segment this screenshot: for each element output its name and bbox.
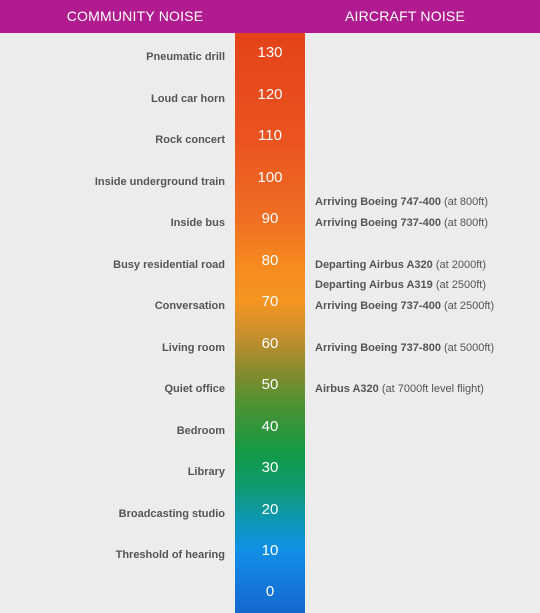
community-noise-item: Rock concert xyxy=(155,134,225,146)
aircraft-noise-item: Arriving Boeing 737-400 (at 2500ft) xyxy=(315,298,494,314)
decibel-level-label: 90 xyxy=(261,210,279,227)
community-noise-item: Living room xyxy=(162,342,225,354)
decibel-level-label: 10 xyxy=(261,542,279,559)
community-noise-item: Loud car horn xyxy=(151,93,225,105)
aircraft-noise-item: Airbus A320 (at 7000ft level flight) xyxy=(315,381,484,397)
decibel-level-label: 30 xyxy=(261,459,279,476)
aircraft-noise-item: Arriving Boeing 737-400 (at 800ft) xyxy=(315,215,488,231)
decibel-level-label: 60 xyxy=(261,335,279,352)
community-noise-item: Pneumatic drill xyxy=(146,51,225,63)
community-noise-item: Inside underground train xyxy=(94,176,225,188)
aircraft-noise-item: Departing Airbus A320 (at 2000ft) xyxy=(315,257,486,273)
aircraft-detail: (at 5000ft) xyxy=(444,342,495,354)
decibel-level-label: 80 xyxy=(261,252,279,269)
decibel-scale-bar xyxy=(235,33,305,613)
decibel-level-label: 130 xyxy=(257,44,283,61)
community-noise-item: Threshold of hearing xyxy=(115,549,225,561)
community-noise-title: COMMUNITY NOISE xyxy=(66,8,204,24)
aircraft-noise-item: Departing Airbus A319 (at 2500ft) xyxy=(315,277,486,293)
aircraft-detail: (at 800ft) xyxy=(444,217,489,229)
decibel-level-label: 20 xyxy=(261,501,279,518)
community-noise-item: Conversation xyxy=(154,300,225,312)
aircraft-name: Arriving Boeing 747-400 xyxy=(315,196,441,208)
aircraft-name: Airbus A320 xyxy=(315,383,379,395)
decibel-level-label: 120 xyxy=(257,86,283,103)
header-bar: COMMUNITY NOISE AIRCRAFT NOISE xyxy=(0,0,540,33)
aircraft-name: Departing Airbus A319 xyxy=(315,279,433,291)
community-noise-item: Broadcasting studio xyxy=(118,508,225,520)
aircraft-noise-item: Arriving Boeing 737-800 (at 5000ft) xyxy=(315,340,494,356)
aircraft-name: Arriving Boeing 737-400 xyxy=(315,300,441,312)
community-noise-item: Bedroom xyxy=(176,425,225,437)
aircraft-detail: (at 7000ft level flight) xyxy=(381,383,484,395)
decibel-level-label: 40 xyxy=(261,418,279,435)
decibel-level-label: 0 xyxy=(265,583,275,600)
aircraft-name: Arriving Boeing 737-400 xyxy=(315,217,441,229)
community-noise-item: Quiet office xyxy=(164,383,225,395)
aircraft-detail: (at 2000ft) xyxy=(435,259,486,271)
community-noise-item: Busy residential road xyxy=(113,259,225,271)
aircraft-detail: (at 2500ft) xyxy=(435,279,486,291)
decibel-level-label: 70 xyxy=(261,293,279,310)
decibel-level-label: 100 xyxy=(257,169,283,186)
aircraft-detail: (at 2500ft) xyxy=(444,300,495,312)
aircraft-name: Arriving Boeing 737-800 xyxy=(315,342,441,354)
decibel-level-label: 50 xyxy=(261,376,279,393)
community-noise-item: Inside bus xyxy=(170,217,225,229)
aircraft-noise-item: Arriving Boeing 747-400 (at 800ft) xyxy=(315,194,488,210)
aircraft-detail: (at 800ft) xyxy=(444,196,489,208)
decibel-level-label: 110 xyxy=(258,127,282,144)
community-noise-item: Library xyxy=(187,466,225,478)
aircraft-noise-title: AIRCRAFT NOISE xyxy=(344,8,465,24)
aircraft-name: Departing Airbus A320 xyxy=(315,259,433,271)
